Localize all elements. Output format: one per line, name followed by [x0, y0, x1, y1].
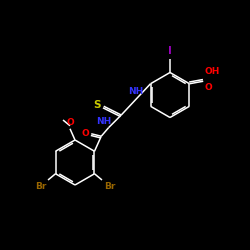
- Text: O: O: [82, 129, 89, 138]
- Text: NH: NH: [96, 117, 111, 126]
- Text: O: O: [66, 118, 74, 128]
- Text: OH: OH: [204, 67, 220, 76]
- Text: Br: Br: [104, 182, 115, 191]
- Text: I: I: [168, 46, 172, 56]
- Text: S: S: [94, 100, 101, 110]
- Text: NH: NH: [128, 88, 144, 96]
- Text: Br: Br: [35, 182, 46, 191]
- Text: O: O: [204, 82, 212, 92]
